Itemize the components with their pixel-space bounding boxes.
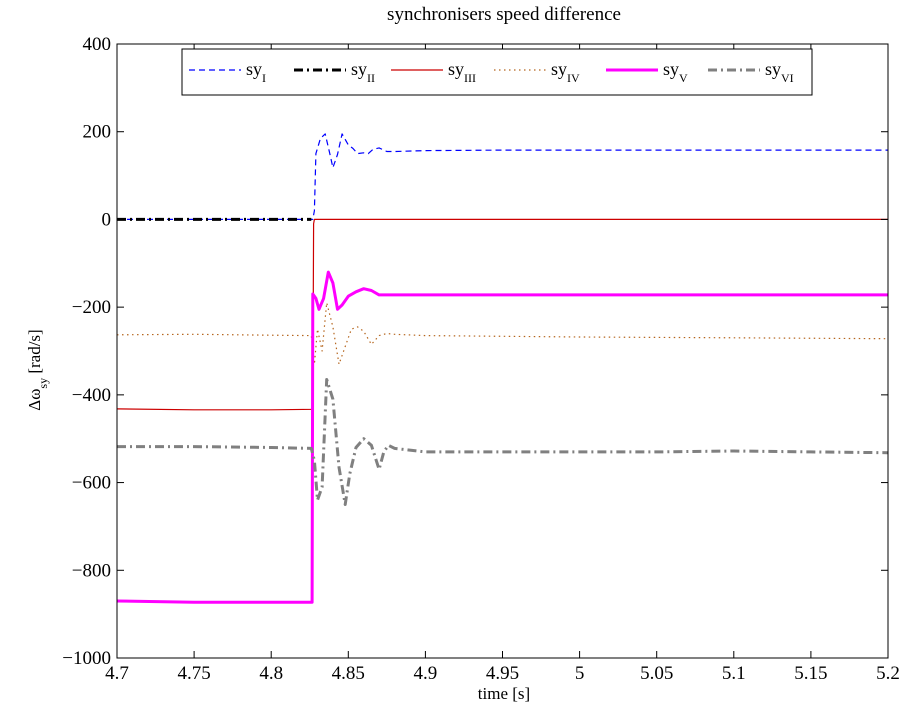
x-tick-label: 4.9 bbox=[414, 663, 438, 684]
chart-title: synchronisers speed difference bbox=[387, 4, 621, 25]
x-tick-label: 4.95 bbox=[486, 663, 519, 684]
y-tick-label: 0 bbox=[102, 209, 112, 230]
y-axis-label: Δωsy [rad/s] bbox=[25, 329, 50, 410]
x-tick-label: 5 bbox=[575, 663, 585, 684]
x-tick-label: 5.2 bbox=[876, 663, 900, 684]
y-axis-label-sub: sy bbox=[36, 378, 50, 389]
y-tick-label: 400 bbox=[83, 34, 112, 55]
x-tick-label: 4.7 bbox=[105, 663, 129, 684]
legend-label-sy-iii: syIII bbox=[448, 59, 476, 85]
legend-box bbox=[181, 48, 813, 96]
axes: 4.7 4.75 4.8 4.85 4.9 4.95 5 5.05 5.1 5.15 5.2 −100… bbox=[62, 34, 900, 684]
legend-label-sy-i: syI bbox=[246, 59, 266, 85]
y-tick-label: −400 bbox=[72, 385, 111, 406]
x-tick-label: 5.05 bbox=[640, 663, 673, 684]
x-tick-label: 5.1 bbox=[722, 663, 746, 684]
y-axis-label-main: Δω bbox=[25, 389, 44, 411]
y-tick-label: 200 bbox=[83, 122, 112, 143]
x-tick-label: 5.15 bbox=[794, 663, 827, 684]
y-tick-label: −200 bbox=[72, 297, 111, 318]
series-line-sy-v bbox=[117, 270, 888, 604]
x-axis-label: time [s] bbox=[478, 684, 530, 703]
legend: syI syII syIII syIV syV syVI bbox=[181, 48, 813, 96]
y-tick-label: −800 bbox=[72, 560, 111, 581]
x-tick-label: 4.75 bbox=[177, 663, 210, 684]
legend-label-sy-iv: syIV bbox=[551, 59, 580, 85]
series-line-sy-iv bbox=[117, 302, 888, 365]
series-line-sy-vi bbox=[117, 378, 888, 506]
y-tick-label: −600 bbox=[72, 473, 111, 494]
x-tick-label: 4.8 bbox=[259, 663, 283, 684]
legend-label-sy-vi: syVI bbox=[765, 59, 794, 85]
plot-area bbox=[117, 133, 888, 604]
y-axis-label-unit: [rad/s] bbox=[25, 329, 44, 378]
series-line-sy-i bbox=[117, 133, 888, 220]
series-line-sy-iii bbox=[117, 218, 888, 411]
x-tick-label: 4.85 bbox=[332, 663, 365, 684]
legend-label-sy-v: syV bbox=[663, 59, 688, 85]
axes-frame bbox=[116, 43, 889, 659]
legend-label-sy-ii: syII bbox=[351, 59, 375, 85]
y-tick-label: −1000 bbox=[62, 648, 111, 669]
